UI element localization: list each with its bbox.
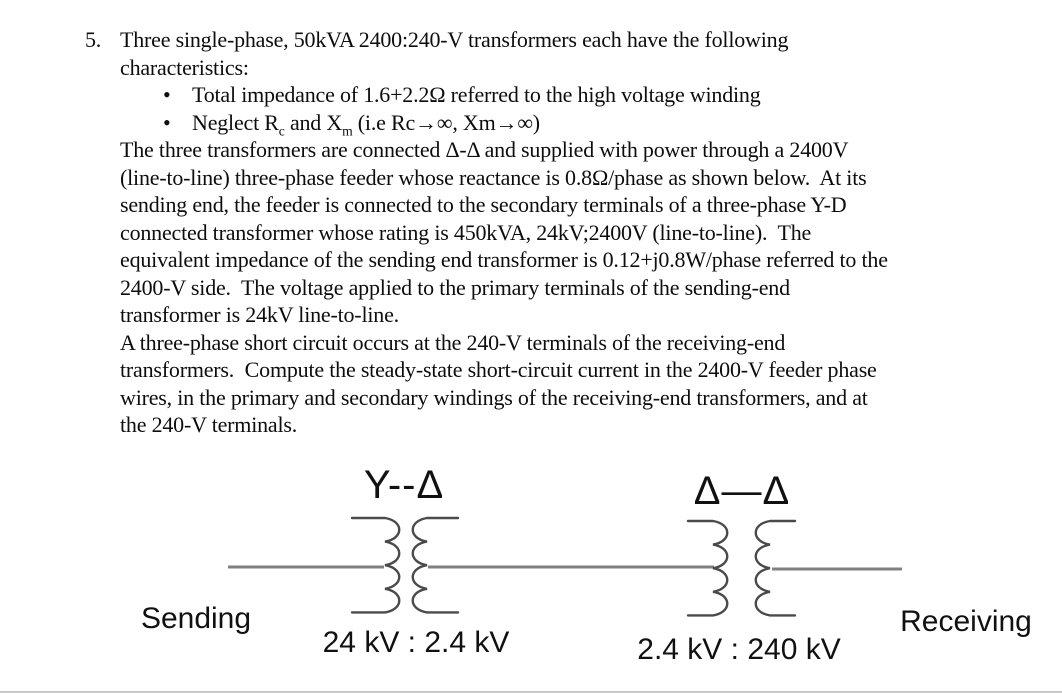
left-transformer-symbol: [350, 516, 460, 614]
sending-end-label: Sending end: [126, 524, 266, 693]
right-transformer-primary-coil: [686, 519, 729, 617]
bullet-marker: •: [163, 82, 171, 107]
bullet-text: Neglect Rc and Xm (i.e Rc→∞, Xm→∞): [192, 109, 540, 138]
left-transformer-secondary-coil: [411, 516, 460, 614]
problem-line: sending end, the feeder is connected to …: [120, 192, 847, 217]
problem-line: transformers. Compute the steady-state s…: [120, 357, 877, 382]
problem-line: the 240-V terminals.: [120, 412, 298, 437]
problem-line: equivalent impedance of the sending end …: [120, 247, 888, 272]
right-transformer-symbol: [686, 519, 797, 617]
right-transformer-connection-label: Δ—Δ: [693, 469, 791, 513]
left-transformer-connection-label: Y--Δ: [363, 463, 445, 507]
bullet-text: Total impedance of 1.6+2.2Ω referred to …: [192, 82, 761, 107]
problem-line: A three-phase short circuit occurs at th…: [120, 329, 786, 355]
right-transformer-ratio-label: 2.4 kV : 240 kV: [637, 633, 841, 666]
bullet-marker: •: [163, 109, 171, 135]
problem-line: characteristics:: [120, 54, 249, 80]
problem-line: transformer is 24kV line-to-line.: [120, 302, 399, 327]
problem-line: Three single-phase, 50kVA 2400:240-V tra…: [120, 27, 789, 52]
problem-line: 2400-V side. The voltage applied to the …: [120, 274, 790, 300]
problem-statement: Three single-phase, 50kVA 2400:240-V tra…: [120, 26, 1020, 439]
receiving-end-label-line1: Receiving: [900, 605, 1032, 638]
left-transformer-primary-coil: [350, 516, 401, 614]
subscript: c: [278, 122, 285, 138]
page-bottom-edge: [0, 691, 1062, 693]
subscript: m: [342, 122, 353, 138]
bullet-text-part: Neglect R: [192, 109, 279, 135]
bullet-text-part: (i.e Rc→∞, Xm→∞): [352, 109, 540, 135]
bullet-text-part: and X: [284, 109, 343, 135]
problem-line: The three transformers are connected Δ-Δ…: [120, 137, 849, 162]
bullet-item: • Neglect Rc and Xm (i.e Rc→∞, Xm→∞): [120, 109, 1020, 138]
bullet-item: • Total impedance of 1.6+2.2Ω referred to…: [120, 81, 1020, 109]
problem-line: wires, in the primary and secondary wind…: [120, 384, 868, 410]
left-transformer-ratio-label: 24 kV : 2.4 kV: [322, 626, 510, 659]
problem-number: 5.: [85, 27, 102, 52]
receiving-end-label: Receiving end: [896, 527, 1036, 693]
problem-line: (line-to-line) three-phase feeder whose …: [120, 164, 867, 190]
right-transformer-secondary-coil: [754, 519, 797, 617]
problem-line: connected transformer whose rating is 45…: [120, 219, 812, 245]
sending-end-label-line1: Sending: [140, 602, 252, 635]
